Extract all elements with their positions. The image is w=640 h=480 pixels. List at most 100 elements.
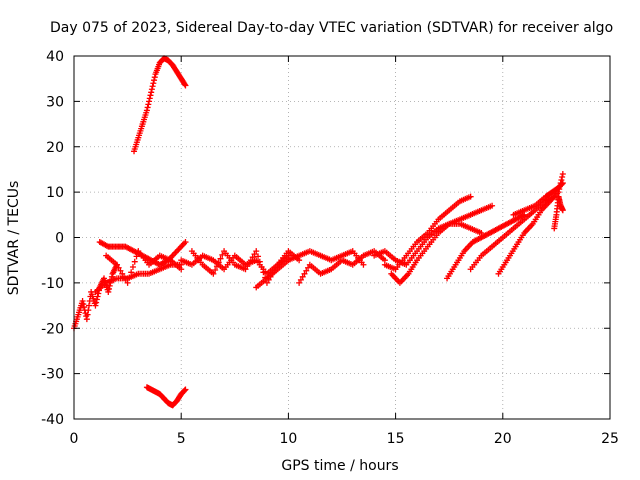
data-point xyxy=(305,264,312,271)
y-tick-label: -30 xyxy=(41,367,64,383)
data-point xyxy=(213,263,220,270)
data-point xyxy=(467,193,474,200)
data-point xyxy=(242,266,249,273)
chart-title: Day 075 of 2023, Sidereal Day-to-day VTE… xyxy=(50,20,613,36)
data-layer xyxy=(71,55,566,409)
data-point xyxy=(215,259,222,266)
data-point xyxy=(182,386,189,393)
data-point xyxy=(81,304,88,311)
y-tick-label: 40 xyxy=(46,49,64,65)
grid-layer xyxy=(74,56,610,419)
data-point xyxy=(181,387,188,394)
series-evening-1 xyxy=(381,193,474,273)
data-point xyxy=(559,170,566,177)
data-point xyxy=(83,316,90,323)
data-point xyxy=(258,263,265,270)
data-point xyxy=(149,83,156,90)
data-point xyxy=(246,260,253,267)
data-point xyxy=(124,279,131,286)
data-point xyxy=(256,258,263,265)
data-point xyxy=(122,276,129,283)
data-point xyxy=(181,81,188,88)
data-point xyxy=(182,82,189,89)
data-point xyxy=(148,89,155,96)
data-point xyxy=(92,302,99,309)
series-midday-band-3 xyxy=(253,248,367,291)
data-point xyxy=(121,273,128,280)
series-evening-3 xyxy=(371,220,485,268)
data-point xyxy=(117,267,124,274)
data-point xyxy=(303,267,310,274)
data-point xyxy=(299,273,306,280)
y-tick-label: -10 xyxy=(41,276,64,292)
data-point xyxy=(115,264,122,271)
x-tick-label: 0 xyxy=(70,431,79,447)
series-arc-high xyxy=(131,55,189,155)
data-point xyxy=(178,266,185,273)
data-point xyxy=(559,180,566,187)
y-tick-label: 20 xyxy=(46,140,64,156)
y-tick-label: 0 xyxy=(55,231,64,247)
data-point xyxy=(301,270,308,277)
data-point xyxy=(151,77,158,84)
data-point xyxy=(147,92,154,99)
data-point xyxy=(106,285,113,292)
tick-label-layer: 0 5 10 15 20 25 -40 -30 -20 -10 0 10 20 30 40 xyxy=(41,49,619,447)
data-point xyxy=(217,255,224,262)
data-point xyxy=(297,276,304,283)
x-tick-label: 5 xyxy=(177,431,186,447)
y-tick-label: -20 xyxy=(41,321,64,337)
data-point xyxy=(145,101,152,108)
data-point xyxy=(210,270,217,277)
data-point xyxy=(182,239,189,246)
data-point xyxy=(146,95,153,102)
data-point xyxy=(133,253,140,260)
series-track-c xyxy=(103,248,185,286)
x-tick-label: 25 xyxy=(601,431,619,447)
data-point xyxy=(255,253,262,260)
data-point xyxy=(80,301,87,308)
data-point xyxy=(119,270,126,277)
data-point xyxy=(94,293,101,300)
series-early-cluster xyxy=(71,261,120,332)
data-point xyxy=(559,207,566,214)
y-axis-label: SDTVAR / TECUs xyxy=(6,181,22,296)
y-tick-label: -40 xyxy=(41,412,64,428)
data-point xyxy=(296,279,303,286)
data-point xyxy=(93,296,100,303)
data-point xyxy=(143,107,150,114)
data-point xyxy=(148,86,155,93)
data-point xyxy=(129,263,136,270)
data-point xyxy=(244,263,251,270)
series-evening-4 xyxy=(444,211,528,282)
y-tick-label: 30 xyxy=(46,94,64,110)
series-arc-low xyxy=(143,384,189,409)
tick-layer xyxy=(73,55,611,420)
data-point xyxy=(249,254,256,261)
data-point xyxy=(489,202,496,209)
data-point xyxy=(260,269,267,276)
data-point xyxy=(93,299,100,306)
data-point xyxy=(105,288,112,295)
data-point xyxy=(86,302,93,309)
data-point xyxy=(559,174,566,180)
x-tick-label: 10 xyxy=(279,431,297,447)
data-point xyxy=(128,269,135,276)
data-point xyxy=(144,104,151,111)
series-evening-7 xyxy=(510,180,566,218)
data-point xyxy=(360,261,367,268)
data-point xyxy=(253,248,260,255)
data-point xyxy=(79,298,86,305)
data-point xyxy=(219,251,226,258)
data-point xyxy=(150,80,157,87)
series-late-spike xyxy=(551,193,566,232)
data-point xyxy=(212,267,219,274)
series-evening-6 xyxy=(495,170,566,277)
data-point xyxy=(559,180,566,187)
data-point xyxy=(146,98,153,105)
data-point xyxy=(151,74,158,81)
data-point xyxy=(113,261,120,268)
x-tick-label: 20 xyxy=(494,431,512,447)
x-tick-label: 15 xyxy=(387,431,405,447)
